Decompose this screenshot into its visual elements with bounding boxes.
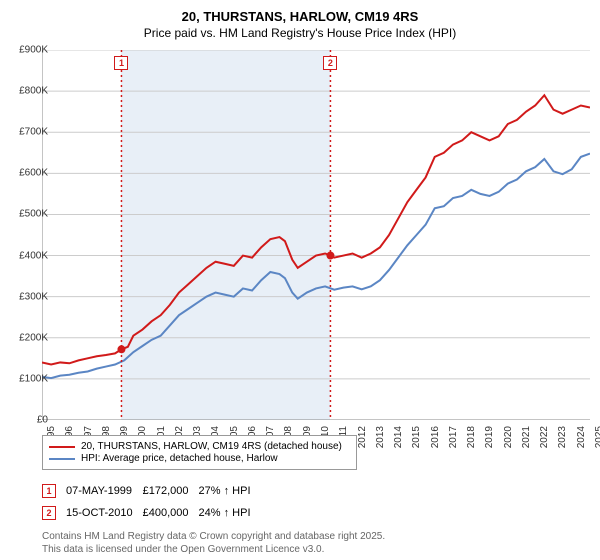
price-events-table: 1 07-MAY-1999 £172,000 27% ↑ HPI 2 15-OC… xyxy=(42,480,261,524)
y-tick-label: £500K xyxy=(4,209,48,220)
y-tick-label: £800K xyxy=(4,86,48,97)
footer-line: This data is licensed under the Open Gov… xyxy=(42,544,385,557)
x-tick-label: 2019 xyxy=(484,426,495,448)
y-tick-label: £700K xyxy=(4,127,48,138)
footer-attribution: Contains HM Land Registry data © Crown c… xyxy=(42,531,385,556)
legend-item: 20, THURSTANS, HARLOW, CM19 4RS (detache… xyxy=(49,441,350,452)
y-tick-label: £300K xyxy=(4,291,48,302)
legend-swatch xyxy=(49,446,75,448)
event-price: £400,000 xyxy=(143,502,199,524)
chart-plot-area: 12 xyxy=(42,50,590,420)
x-tick-label: 2013 xyxy=(375,426,386,448)
y-tick-label: £900K xyxy=(4,45,48,56)
event-marker-icon: 1 xyxy=(42,484,56,498)
table-row: 2 15-OCT-2010 £400,000 24% ↑ HPI xyxy=(42,502,261,524)
legend-swatch xyxy=(49,458,75,460)
x-tick-label: 2024 xyxy=(576,426,587,448)
y-tick-label: £400K xyxy=(4,250,48,261)
y-tick-label: £0 xyxy=(4,415,48,426)
event-delta: 27% ↑ HPI xyxy=(199,480,261,502)
x-tick-label: 2025 xyxy=(594,426,600,448)
chart-subtitle: Price paid vs. HM Land Registry's House … xyxy=(0,26,600,46)
x-tick-label: 2022 xyxy=(539,426,550,448)
table-row: 1 07-MAY-1999 £172,000 27% ↑ HPI xyxy=(42,480,261,502)
chart-svg xyxy=(42,50,590,420)
y-tick-label: £100K xyxy=(4,373,48,384)
x-tick-label: 2014 xyxy=(393,426,404,448)
legend-label: 20, THURSTANS, HARLOW, CM19 4RS (detache… xyxy=(81,441,342,452)
x-tick-label: 2020 xyxy=(503,426,514,448)
event-marker-flag: 1 xyxy=(114,56,128,70)
legend: 20, THURSTANS, HARLOW, CM19 4RS (detache… xyxy=(42,435,357,470)
x-tick-label: 2018 xyxy=(466,426,477,448)
x-tick-label: 2021 xyxy=(521,426,532,448)
x-tick-label: 2023 xyxy=(557,426,568,448)
event-delta: 24% ↑ HPI xyxy=(199,502,261,524)
x-tick-label: 2012 xyxy=(357,426,368,448)
y-tick-label: £600K xyxy=(4,168,48,179)
x-tick-label: 2017 xyxy=(448,426,459,448)
chart-title-address: 20, THURSTANS, HARLOW, CM19 4RS xyxy=(0,0,600,26)
event-marker-flag: 2 xyxy=(323,56,337,70)
legend-item: HPI: Average price, detached house, Harl… xyxy=(49,453,350,464)
y-tick-label: £200K xyxy=(4,332,48,343)
event-date: 07-MAY-1999 xyxy=(66,480,143,502)
x-tick-label: 2015 xyxy=(411,426,422,448)
x-tick-label: 2016 xyxy=(430,426,441,448)
event-price: £172,000 xyxy=(143,480,199,502)
event-date: 15-OCT-2010 xyxy=(66,502,143,524)
legend-label: HPI: Average price, detached house, Harl… xyxy=(81,453,278,464)
footer-line: Contains HM Land Registry data © Crown c… xyxy=(42,531,385,544)
event-marker-icon: 2 xyxy=(42,506,56,520)
